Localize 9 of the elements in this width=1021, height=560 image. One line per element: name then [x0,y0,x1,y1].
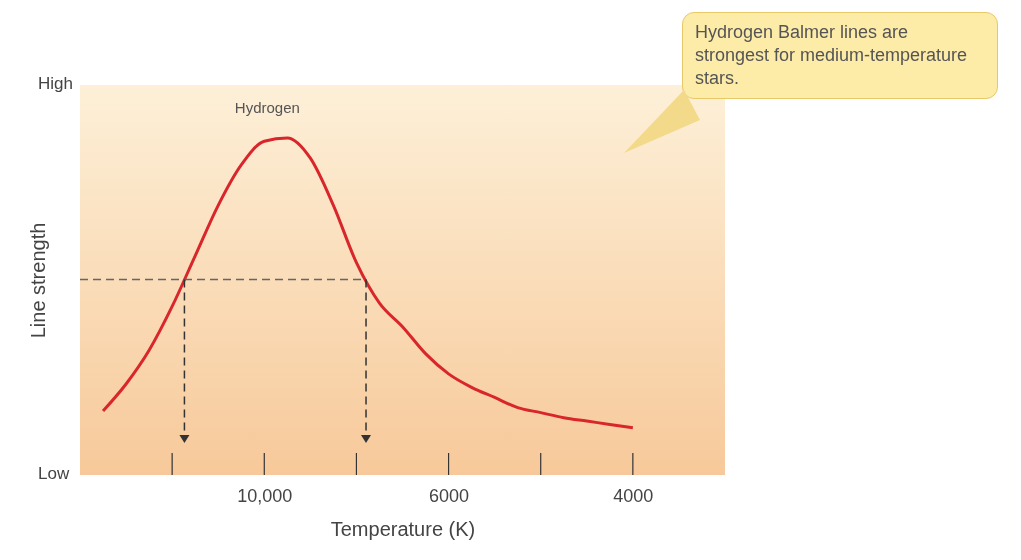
series-label: Hydrogen [234,98,300,116]
x-tick-label: 4000 [613,485,654,506]
x-tick-label: 6000 [429,485,470,506]
x-axis-title: Temperature (K) [330,517,476,540]
text: Low [38,464,70,484]
x-tick-label: 10,000 [237,485,293,506]
y-axis-title: Line strength [26,222,49,339]
text: High [38,74,73,94]
text: Hydrogen Balmer lines are strongest for medium-temperature stars. [682,12,998,99]
